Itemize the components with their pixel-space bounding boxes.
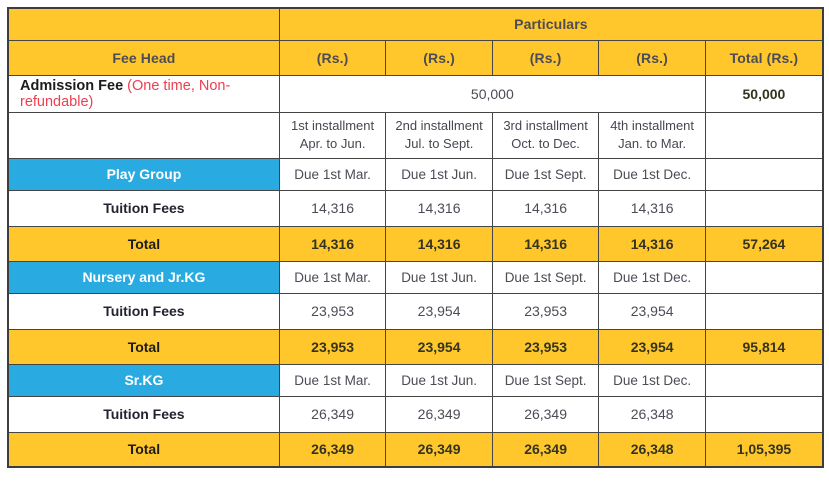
installment-name: 2nd installment: [395, 118, 483, 134]
tuition-amount: 26,349: [491, 395, 600, 433]
tuition-amount: 23,953: [491, 292, 600, 330]
due-date-cell: Due 1st Mar.: [278, 363, 387, 397]
total-amount: 26,349: [278, 431, 387, 468]
table-row: Particulars: [7, 7, 824, 41]
tuition-amount: 23,953: [278, 292, 387, 330]
rs-header: (Rs.): [598, 39, 706, 76]
total-label: Total: [7, 431, 280, 468]
total-label: Total: [7, 225, 280, 262]
due-date-cell: Due 1st Jun.: [385, 157, 493, 191]
blank-cell: [704, 260, 824, 294]
total-amount: 23,953: [491, 328, 600, 365]
installment-period: Oct. to Dec.: [511, 136, 580, 151]
table-row: Sr.KG Due 1st Mar. Due 1st Jun. Due 1st …: [7, 363, 824, 397]
due-date-cell: Due 1st Jun.: [385, 260, 493, 294]
installment-period: Apr. to Jun.: [299, 136, 366, 151]
table-row: Admission Fee (One time, Non-refundable)…: [7, 74, 824, 113]
table-row: 1st installment Apr. to Jun. 2nd installm…: [7, 111, 824, 159]
fee-head-header: Fee Head: [7, 39, 280, 76]
installment-name: 3rd installment: [503, 118, 588, 134]
table-row: Tuition Fees 26,349 26,349 26,349 26,348: [7, 395, 824, 433]
table-row: Total 26,349 26,349 26,349 26,348 1,05,3…: [7, 431, 824, 468]
group-name-srkg: Sr.KG: [7, 363, 280, 397]
rs-header: (Rs.): [278, 39, 387, 76]
total-amount: 26,349: [385, 431, 493, 468]
group-name-play-group: Play Group: [7, 157, 280, 191]
total-amount: 14,316: [491, 225, 600, 262]
tuition-amount: 14,316: [491, 189, 600, 227]
due-date-cell: Due 1st Jun.: [385, 363, 493, 397]
blank-cell: [704, 363, 824, 397]
tuition-fees-label: Tuition Fees: [7, 189, 280, 227]
admission-fee-label-cell: Admission Fee (One time, Non-refundable): [7, 74, 280, 113]
total-amount: 23,953: [278, 328, 387, 365]
tuition-amount: 23,954: [598, 292, 706, 330]
table-row: Tuition Fees 14,316 14,316 14,316 14,316: [7, 189, 824, 227]
tuition-amount: 14,316: [385, 189, 493, 227]
tuition-fees-label: Tuition Fees: [7, 292, 280, 330]
total-rs-header: Total (Rs.): [704, 39, 824, 76]
tuition-amount: 26,349: [278, 395, 387, 433]
installment-name: 1st installment: [291, 118, 375, 134]
blank-corner-cell: [7, 7, 280, 41]
total-amount: 23,954: [598, 328, 706, 365]
due-date-cell: Due 1st Mar.: [278, 260, 387, 294]
blank-cell: [704, 395, 824, 433]
group-name-nursery-jrkg: Nursery and Jr.KG: [7, 260, 280, 294]
due-date-cell: Due 1st Mar.: [278, 157, 387, 191]
rs-header: (Rs.): [491, 39, 600, 76]
grand-total: 95,814: [704, 328, 824, 365]
total-amount: 14,316: [385, 225, 493, 262]
table-row: Fee Head (Rs.) (Rs.) (Rs.) (Rs.) Total (…: [7, 39, 824, 76]
fee-structure-table: Particulars Fee Head (Rs.) (Rs.) (Rs.) (…: [7, 7, 824, 468]
tuition-amount: 26,348: [598, 395, 706, 433]
table-row: Total 23,953 23,954 23,953 23,954 95,814: [7, 328, 824, 365]
total-label: Total: [7, 328, 280, 365]
blank-cell: [704, 157, 824, 191]
total-amount: 14,316: [598, 225, 706, 262]
installment-header: 2nd installment Jul. to Sept.: [385, 111, 493, 159]
due-date-cell: Due 1st Sept.: [491, 260, 600, 294]
total-amount: 26,348: [598, 431, 706, 468]
table-row: Total 14,316 14,316 14,316 14,316 57,264: [7, 225, 824, 262]
rs-header: (Rs.): [385, 39, 493, 76]
total-amount: 14,316: [278, 225, 387, 262]
installment-name: 4th installment: [610, 118, 695, 134]
blank-cell: [704, 189, 824, 227]
admission-fee-amount: 50,000: [278, 74, 706, 113]
installment-header: 1st installment Apr. to Jun.: [278, 111, 387, 159]
particulars-header: Particulars: [278, 7, 824, 41]
blank-cell: [7, 111, 280, 159]
blank-cell: [704, 111, 824, 159]
due-date-cell: Due 1st Sept.: [491, 157, 600, 191]
table-row: Tuition Fees 23,953 23,954 23,953 23,954: [7, 292, 824, 330]
total-amount: 26,349: [491, 431, 600, 468]
tuition-amount: 14,316: [278, 189, 387, 227]
due-date-cell: Due 1st Dec.: [598, 157, 706, 191]
installment-period: Jan. to Mar.: [618, 136, 687, 151]
due-date-cell: Due 1st Dec.: [598, 363, 706, 397]
installment-header: 3rd installment Oct. to Dec.: [491, 111, 600, 159]
grand-total: 57,264: [704, 225, 824, 262]
tuition-amount: 14,316: [598, 189, 706, 227]
installment-period: Jul. to Sept.: [404, 136, 474, 151]
blank-cell: [704, 292, 824, 330]
installment-header: 4th installment Jan. to Mar.: [598, 111, 706, 159]
admission-fee-label: Admission Fee: [20, 77, 124, 94]
total-amount: 23,954: [385, 328, 493, 365]
table-row: Nursery and Jr.KG Due 1st Mar. Due 1st J…: [7, 260, 824, 294]
due-date-cell: Due 1st Dec.: [598, 260, 706, 294]
tuition-fees-label: Tuition Fees: [7, 395, 280, 433]
due-date-cell: Due 1st Sept.: [491, 363, 600, 397]
admission-fee-total: 50,000: [704, 74, 824, 113]
tuition-amount: 26,349: [385, 395, 493, 433]
table-row: Play Group Due 1st Mar. Due 1st Jun. Due…: [7, 157, 824, 191]
grand-total: 1,05,395: [704, 431, 824, 468]
admission-fee-note: (One time, Non-refundable): [20, 77, 231, 110]
tuition-amount: 23,954: [385, 292, 493, 330]
